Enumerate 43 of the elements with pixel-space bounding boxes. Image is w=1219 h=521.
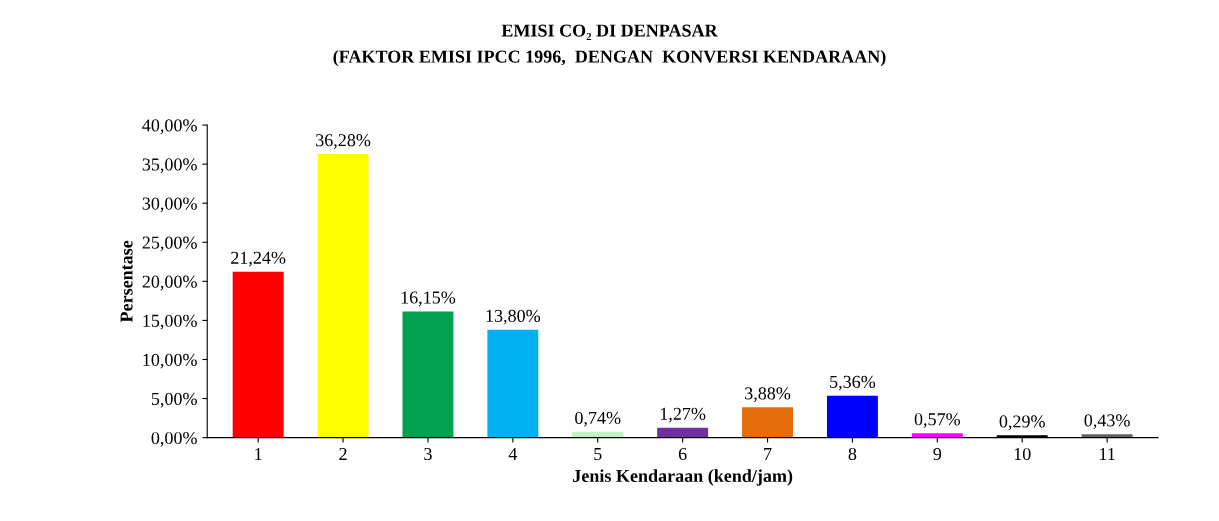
y-tick-label: 25,00% [142, 236, 197, 252]
y-tick-label: 15,00% [143, 314, 197, 330]
x-tick-label: 1 [255, 447, 262, 460]
y-tick-label: 10,00% [143, 353, 197, 369]
x-tick-label: 7 [764, 448, 772, 460]
bar [232, 271, 284, 438]
data-label: 0,74% [575, 411, 621, 427]
y-tick-label: 0,00% [151, 431, 197, 447]
x-tick-label: 9 [933, 447, 942, 461]
y-tick-label: 35,00% [142, 158, 197, 174]
x-tick-label: 10 [1014, 447, 1031, 461]
y-tick-label: 5,00% [151, 392, 197, 408]
data-label: 13,80% [486, 309, 541, 325]
data-label: 0,43% [1084, 414, 1130, 430]
y-tick-label: 20,00% [142, 275, 197, 291]
bar [487, 329, 539, 438]
x-tick-label: 6 [678, 447, 687, 461]
y-tick-label: 40,00% [142, 119, 197, 135]
x-tick-label: 2 [339, 447, 347, 460]
data-label: 16,15% [401, 291, 456, 307]
bar [911, 433, 963, 438]
data-label: 36,28% [316, 134, 371, 149]
bar [402, 311, 454, 438]
chart-title: EMISI CO₂ DI DENPASAR [501, 24, 718, 41]
y-tick-label: 30,00% [142, 197, 197, 213]
y-axis-title: Persentase [120, 240, 133, 323]
bar [317, 154, 369, 438]
x-tick-label: 8 [848, 447, 857, 461]
data-label: 5,36% [830, 375, 876, 391]
x-tick-label: 4 [508, 448, 518, 460]
data-label: 0,57% [914, 413, 961, 428]
chart-subtitle: (FAKTOR EMISI IPCC 1996, DENGAN KONVERSI KENDARAAN) [333, 49, 886, 67]
x-tick-label: 3 [424, 447, 432, 461]
bar [826, 395, 878, 438]
data-label: 21,24% [231, 251, 286, 267]
data-label: 0,29% [999, 415, 1045, 431]
x-tick-label: 11 [1100, 447, 1115, 460]
data-label: 1,27% [660, 407, 706, 423]
data-label: 3,88% [745, 387, 791, 403]
x-axis-title: Jenis Kendaraan (kend/jam) [573, 469, 793, 486]
bar [742, 407, 793, 438]
bar [657, 427, 709, 438]
x-tick-label: 5 [594, 448, 602, 461]
